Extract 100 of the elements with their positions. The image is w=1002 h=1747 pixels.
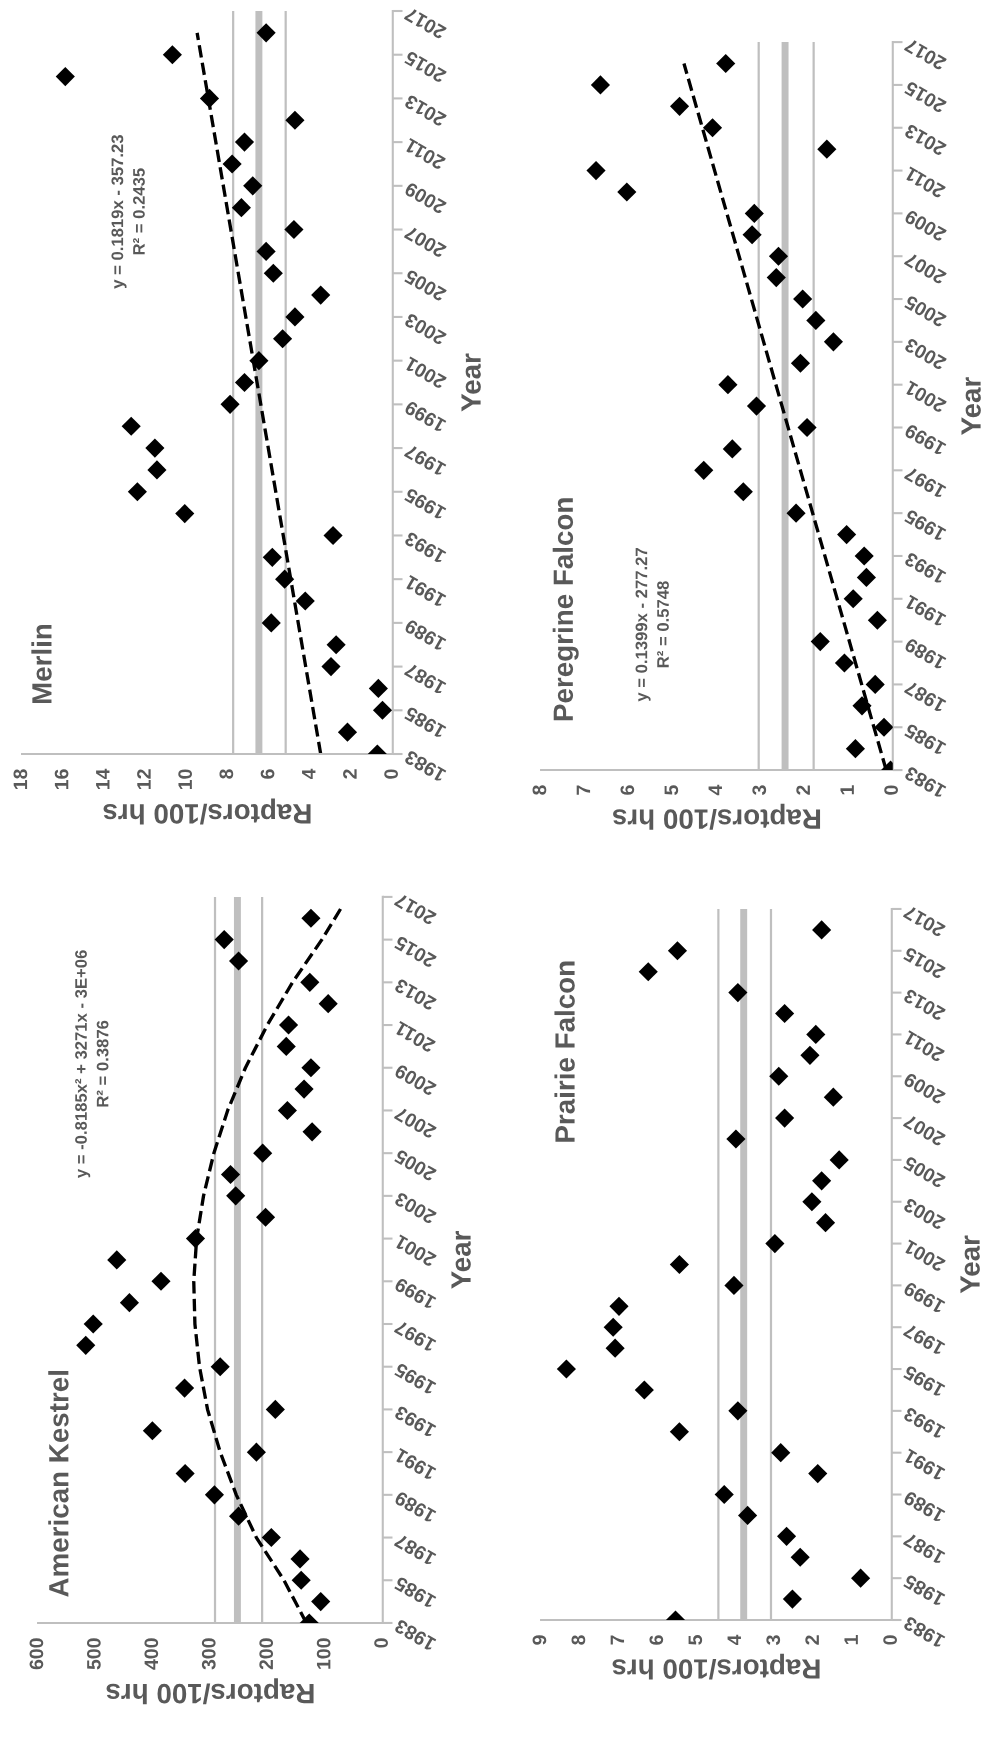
y-tick-label: 2011: [903, 166, 946, 199]
y-tick-label: 1983: [393, 1618, 437, 1652]
y-tick-label: 2009: [393, 1063, 437, 1097]
x-tick-label: 200: [259, 1638, 274, 1670]
x-tick-label: 5: [664, 785, 679, 795]
y-tick-label: 1987: [393, 1533, 437, 1566]
y-tick-label: 2009: [403, 181, 447, 215]
x-tick-label: 400: [144, 1638, 159, 1670]
x-tick-label: 500: [86, 1638, 101, 1670]
y-tick-label: 2001: [393, 1234, 437, 1268]
x-tick-label: 4: [302, 768, 316, 780]
y-tick-label: 2011: [393, 1020, 436, 1054]
x-tick-label: 18: [13, 769, 28, 789]
x-tick-label: 8: [571, 1635, 586, 1645]
y-tick-label: 2005: [393, 1148, 437, 1182]
y-tick-label: 1995: [903, 508, 947, 542]
y-tick-label: 1997: [903, 466, 947, 499]
y-tick-label: 1985: [403, 706, 447, 739]
y-tick-label: 1995: [393, 1362, 437, 1396]
y-axis-title: Year: [451, 1231, 471, 1289]
y-tick-label: 2003: [902, 1197, 946, 1231]
y-tick-label: 2007: [902, 1114, 946, 1147]
y-tick-label: 2015: [902, 946, 946, 980]
y-tick-label: 1995: [902, 1364, 946, 1398]
y-tick-label: 2011: [403, 137, 446, 171]
annotation: y = 0.1399x - 277.27 R² = 0.5748: [635, 548, 669, 702]
y-tick-label: 2013: [903, 123, 947, 157]
x-tick-label: 7: [610, 1635, 625, 1645]
y-tick-label: 2017: [902, 904, 946, 938]
y-axis-title: Year: [960, 1235, 980, 1294]
y-tick-label: 2007: [903, 252, 947, 285]
x-tick-label: 6: [260, 769, 275, 779]
y-tick-label: 1989: [403, 618, 447, 652]
y-tick-label: 1997: [403, 443, 447, 477]
x-tick-label: 6: [649, 1635, 664, 1645]
y-tick-label: 2005: [902, 1155, 946, 1189]
y-tick-label: 2013: [902, 988, 946, 1022]
x-tick-label: 5: [688, 1635, 703, 1645]
y-tick-label: 2015: [903, 80, 947, 114]
y-tick-label: 1991: [902, 1448, 946, 1482]
y-tick-label: 2013: [393, 978, 437, 1012]
y-tick-label: 1991: [903, 594, 947, 628]
x-tick-label: 0: [374, 1638, 388, 1648]
y-tick-label: 2015: [393, 935, 437, 969]
y-tick-label: 2003: [903, 337, 947, 371]
y-tick-label: 2013: [403, 94, 447, 128]
y-tick-label: 1989: [393, 1490, 437, 1524]
y-tick-label: 2003: [393, 1191, 437, 1225]
y-tick-label: 2005: [403, 268, 447, 302]
y-tick-label: 1985: [393, 1576, 437, 1609]
text: Merlin: [31, 624, 52, 704]
y-tick-label: 2015: [403, 50, 447, 84]
y-tick-label: 2007: [403, 225, 447, 259]
y-axis-title: Year: [461, 353, 481, 412]
y-tick-label: 1985: [903, 723, 947, 756]
y-tick-label: 2009: [903, 209, 947, 243]
y-tick-label: 1999: [403, 400, 447, 433]
y-tick-label: 1991: [403, 574, 447, 608]
y-axis-title: Year: [961, 377, 981, 435]
x-tick-label: 300: [201, 1638, 216, 1670]
x-tick-label: 0: [884, 785, 898, 795]
x-axis-title: Raptors/100 hrs: [106, 1678, 314, 1705]
x-tick-label: 3: [766, 1635, 781, 1645]
y-tick-label: 1989: [902, 1490, 946, 1523]
text: Prairie Falcon: [554, 961, 575, 1142]
y-tick-label: 1991: [393, 1447, 437, 1481]
y-tick-label: 2007: [393, 1106, 437, 1140]
y-tick-label: 1997: [393, 1319, 437, 1353]
y-tick-label: 2017: [403, 6, 447, 40]
y-tick-label: 2009: [902, 1072, 946, 1105]
y-tick-label: 2001: [902, 1239, 946, 1273]
x-tick-label: 4: [708, 784, 722, 796]
y-tick-label: 1999: [903, 423, 947, 456]
x-tick-label: 100: [316, 1638, 331, 1669]
y-tick-label: 1993: [403, 531, 447, 564]
y-tick-label: 1983: [903, 765, 947, 799]
x-tick-label: 0: [384, 769, 398, 779]
y-tick-label: 1993: [393, 1405, 437, 1438]
x-tick-label: 12: [137, 769, 151, 789]
y-tick-label: 1995: [403, 487, 447, 521]
x-axis-title: Raptors/100 hrs: [613, 803, 821, 830]
annotation: y = 0.1819x - 357.23 R² = 0.2435: [111, 135, 145, 289]
y-tick-label: 1989: [903, 637, 947, 671]
x-tick-label: 16: [54, 769, 69, 789]
x-tick-label: 2: [805, 1635, 819, 1645]
x-tick-label: 8: [219, 769, 234, 779]
x-tick-label: 2: [796, 785, 810, 795]
y-tick-label: 1993: [902, 1406, 946, 1440]
x-tick-label: 6: [620, 785, 635, 795]
x-tick-label: 0: [883, 1635, 897, 1645]
y-tick-label: 1999: [902, 1281, 946, 1314]
y-tick-label: 1987: [403, 662, 447, 696]
y-tick-label: 1987: [903, 680, 947, 713]
y-tick-label: 1985: [902, 1573, 946, 1607]
y-tick-label: 2003: [403, 312, 447, 346]
x-axis-title: Raptors/100 hrs: [103, 798, 311, 825]
text: Peregrine Falcon: [552, 498, 579, 721]
x-tick-label: 9: [532, 1635, 547, 1645]
x-tick-label: 14: [96, 768, 110, 789]
y-tick-label: 2017: [393, 892, 437, 926]
